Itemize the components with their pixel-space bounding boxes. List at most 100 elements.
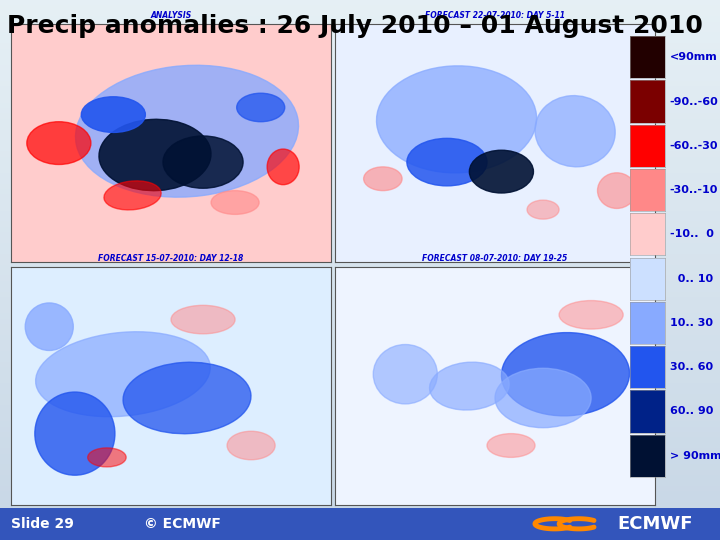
Bar	[0, 5, 720, 11]
Ellipse shape	[407, 138, 487, 186]
Bar	[0, 227, 720, 232]
Text: 10.. 30: 10.. 30	[670, 318, 713, 328]
Bar	[0, 49, 720, 54]
Text: ECMWF: ECMWF	[618, 515, 693, 533]
Ellipse shape	[123, 362, 251, 434]
Text: -60..-30: -60..-30	[670, 141, 718, 151]
Ellipse shape	[469, 150, 534, 193]
Bar	[0, 232, 720, 238]
Bar	[0, 65, 720, 70]
Bar	[0, 38, 720, 43]
Bar	[0, 59, 720, 65]
Ellipse shape	[237, 93, 284, 122]
Bar	[0, 416, 720, 421]
Bar	[0, 151, 720, 157]
Bar	[0, 97, 720, 103]
Bar	[0, 124, 720, 130]
Ellipse shape	[559, 301, 624, 329]
Bar	[0, 119, 720, 124]
Bar	[0, 394, 720, 400]
Text: Precip anomalies : 26 July 2010 – 01 August 2010: Precip anomalies : 26 July 2010 – 01 Aug…	[7, 14, 703, 37]
Bar	[0, 389, 720, 394]
Bar	[0, 297, 720, 302]
Ellipse shape	[76, 65, 299, 197]
Bar	[0, 432, 720, 437]
Bar	[0, 16, 720, 22]
Bar	[0, 410, 720, 416]
Bar	[0, 302, 720, 308]
Ellipse shape	[373, 345, 437, 404]
Bar	[0, 448, 720, 454]
Ellipse shape	[99, 119, 211, 191]
Bar	[0, 481, 720, 486]
Ellipse shape	[104, 181, 161, 210]
Text: Slide 29: Slide 29	[11, 517, 73, 531]
Bar	[0, 259, 720, 265]
Text: > 90mm: > 90mm	[670, 451, 720, 461]
Bar	[0, 340, 720, 346]
Text: ANALYSIS: ANALYSIS	[150, 11, 192, 19]
Ellipse shape	[377, 66, 536, 173]
Ellipse shape	[163, 136, 243, 188]
Ellipse shape	[211, 191, 259, 214]
Bar	[0, 535, 720, 540]
Bar	[0, 292, 720, 297]
Bar	[0, 184, 720, 189]
Bar	[0, 513, 720, 518]
Bar	[0, 486, 720, 491]
Bar	[0, 405, 720, 410]
Bar	[0, 464, 720, 470]
Ellipse shape	[527, 200, 559, 219]
Ellipse shape	[430, 362, 509, 410]
Text: 60.. 90: 60.. 90	[670, 407, 713, 416]
Bar	[0, 173, 720, 178]
Bar	[0, 275, 720, 281]
Bar	[0, 335, 720, 340]
Bar	[0, 0, 720, 5]
Bar	[0, 216, 720, 221]
Bar	[0, 281, 720, 286]
Bar	[0, 270, 720, 275]
Bar	[0, 189, 720, 194]
Bar	[0, 86, 720, 92]
Ellipse shape	[487, 434, 535, 457]
Bar	[0, 454, 720, 459]
Bar	[0, 178, 720, 184]
Bar	[0, 421, 720, 427]
Text: FORECAST 08-07-2010: DAY 19-25: FORECAST 08-07-2010: DAY 19-25	[423, 254, 567, 262]
Ellipse shape	[364, 167, 402, 191]
Bar	[0, 470, 720, 475]
Text: 0.. 10: 0.. 10	[670, 274, 713, 284]
Bar	[0, 135, 720, 140]
Bar	[0, 43, 720, 49]
Bar	[0, 367, 720, 373]
Bar	[0, 200, 720, 205]
Bar	[0, 22, 720, 27]
Bar	[0, 162, 720, 167]
Bar	[0, 356, 720, 362]
Text: FORECAST 22-07-2010: DAY 5-11: FORECAST 22-07-2010: DAY 5-11	[425, 11, 565, 19]
Ellipse shape	[495, 368, 591, 428]
Bar	[0, 92, 720, 97]
Bar	[0, 400, 720, 405]
Bar	[0, 167, 720, 173]
Ellipse shape	[598, 173, 636, 208]
Bar	[0, 524, 720, 529]
Bar	[0, 11, 720, 16]
Bar	[0, 383, 720, 389]
Ellipse shape	[25, 303, 73, 350]
Bar	[0, 329, 720, 335]
Ellipse shape	[501, 333, 629, 416]
Text: 30.. 60: 30.. 60	[670, 362, 713, 372]
Ellipse shape	[88, 448, 126, 467]
Bar	[0, 497, 720, 502]
Bar	[0, 211, 720, 216]
Bar	[0, 113, 720, 119]
Bar	[0, 265, 720, 270]
Bar	[0, 518, 720, 524]
Text: FORECAST 15-07-2010: DAY 12-18: FORECAST 15-07-2010: DAY 12-18	[99, 254, 243, 262]
Bar	[0, 443, 720, 448]
Bar	[0, 243, 720, 248]
Bar	[0, 491, 720, 497]
Bar	[0, 157, 720, 162]
